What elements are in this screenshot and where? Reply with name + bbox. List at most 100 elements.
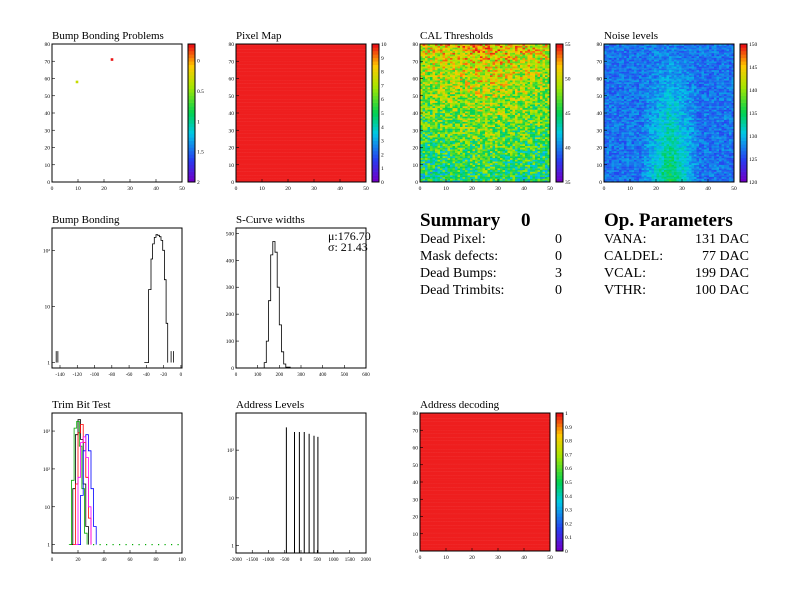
heatmap-cell xyxy=(248,95,252,98)
heatmap-cell xyxy=(293,68,297,71)
heatmap-cell xyxy=(328,164,332,167)
heatmap-cell xyxy=(266,121,269,124)
heatmap-cell xyxy=(283,140,287,143)
heatmap-cell xyxy=(422,159,426,162)
heatmap-cell xyxy=(286,90,289,93)
heatmap-cells xyxy=(420,44,551,183)
heatmap-cell xyxy=(306,104,309,107)
heatmap-cell xyxy=(306,149,309,152)
heatmap-cell xyxy=(331,85,334,88)
heatmap-cell xyxy=(358,159,362,162)
heatmap-cell xyxy=(311,64,314,67)
heatmap-cell xyxy=(430,81,433,84)
heatmap-cell xyxy=(298,99,302,102)
x-tick-label: 0 xyxy=(51,186,54,192)
heatmap-cell xyxy=(430,85,433,88)
heatmap-cell xyxy=(248,107,252,110)
heatmap-cell xyxy=(256,94,259,96)
heatmap-cell xyxy=(321,100,324,103)
heatmap-cell xyxy=(296,44,299,46)
heatmap-cell xyxy=(323,85,327,88)
heatmap-cell xyxy=(291,94,294,96)
heatmap-cell xyxy=(356,144,359,146)
colorbar-segment xyxy=(188,126,195,131)
heatmap-cell xyxy=(301,142,304,145)
heatmap-cell xyxy=(246,104,249,107)
heatmap-cell xyxy=(271,113,274,115)
heatmap-cell xyxy=(238,92,242,95)
heatmap-cell xyxy=(283,118,287,121)
heatmap-cell xyxy=(246,166,249,169)
heatmap-cell xyxy=(301,50,304,53)
heatmap-cell xyxy=(296,59,299,62)
heatmap-cell xyxy=(273,154,277,157)
heatmap-cell xyxy=(246,92,249,95)
heatmap-cell xyxy=(331,168,334,171)
heatmap-cell xyxy=(251,114,254,117)
heatmap-cell xyxy=(283,121,287,124)
heatmap-cell xyxy=(338,131,342,134)
heatmap-cell xyxy=(341,119,344,122)
heatmap-cell xyxy=(286,116,289,119)
heatmap-cell xyxy=(437,138,441,141)
heatmap-cell xyxy=(271,109,274,112)
heatmap-cell xyxy=(263,138,267,141)
heatmap-cell xyxy=(425,57,428,60)
heatmap-cell xyxy=(281,99,284,102)
heatmap-cell xyxy=(291,90,294,93)
heatmap-cell xyxy=(361,178,364,181)
heatmap-cell xyxy=(258,92,262,95)
heatmap-cell xyxy=(293,69,297,72)
heatmap-cell xyxy=(341,47,344,50)
heatmap-cell xyxy=(425,126,428,129)
heatmap-cell xyxy=(328,126,332,129)
heatmap-cell xyxy=(422,106,426,109)
heatmap-cell xyxy=(271,107,274,110)
heatmap-cell xyxy=(256,78,259,81)
heatmap-cell xyxy=(333,159,337,162)
heatmap-cell xyxy=(276,75,279,77)
heatmap-cell xyxy=(341,80,344,83)
heatmap-cell xyxy=(283,166,287,169)
heatmap-cell xyxy=(343,178,347,181)
heatmap-cell xyxy=(253,123,257,126)
heatmap-cell xyxy=(361,137,364,140)
heatmap-cell xyxy=(420,75,423,77)
heatmap-cell xyxy=(236,163,239,165)
heatmap-cell xyxy=(321,138,324,141)
heatmap-cell xyxy=(238,131,242,134)
heatmap-cell xyxy=(298,90,302,93)
heatmap-cell xyxy=(318,142,322,145)
colorbar-segment xyxy=(372,175,379,179)
heatmap-cell xyxy=(306,142,309,145)
x-tick-label: 40 xyxy=(153,186,159,192)
heatmap-cell xyxy=(437,59,441,62)
heatmap-cell xyxy=(303,142,307,145)
heatmap-cell xyxy=(278,169,282,172)
heatmap-cell xyxy=(303,106,307,109)
y-tick-label: 10 xyxy=(45,163,51,169)
heatmap-cell xyxy=(286,68,289,71)
heatmap-cell xyxy=(293,49,297,52)
heatmap-cell xyxy=(301,78,304,81)
heatmap-cell xyxy=(425,147,428,150)
heatmap-cell xyxy=(425,69,428,72)
heatmap-cell xyxy=(323,166,327,169)
heatmap-cell xyxy=(251,54,254,57)
heatmap-cell xyxy=(248,118,252,121)
heatmap-cell xyxy=(306,47,309,50)
heatmap-cell xyxy=(253,180,257,183)
heatmap-cell xyxy=(432,73,436,76)
heatmap-cell xyxy=(361,107,364,110)
heatmap-cell xyxy=(258,99,262,102)
colorbar-segment xyxy=(372,164,379,169)
heatmap-cell xyxy=(338,45,342,48)
heatmap-cell xyxy=(298,130,302,133)
heatmap-cell xyxy=(261,138,264,141)
heatmap-cell xyxy=(328,78,332,81)
heatmap-cell xyxy=(308,154,312,157)
heatmap-cell xyxy=(437,47,441,50)
heatmap-cell xyxy=(256,173,259,176)
heatmap-cell xyxy=(243,88,247,91)
